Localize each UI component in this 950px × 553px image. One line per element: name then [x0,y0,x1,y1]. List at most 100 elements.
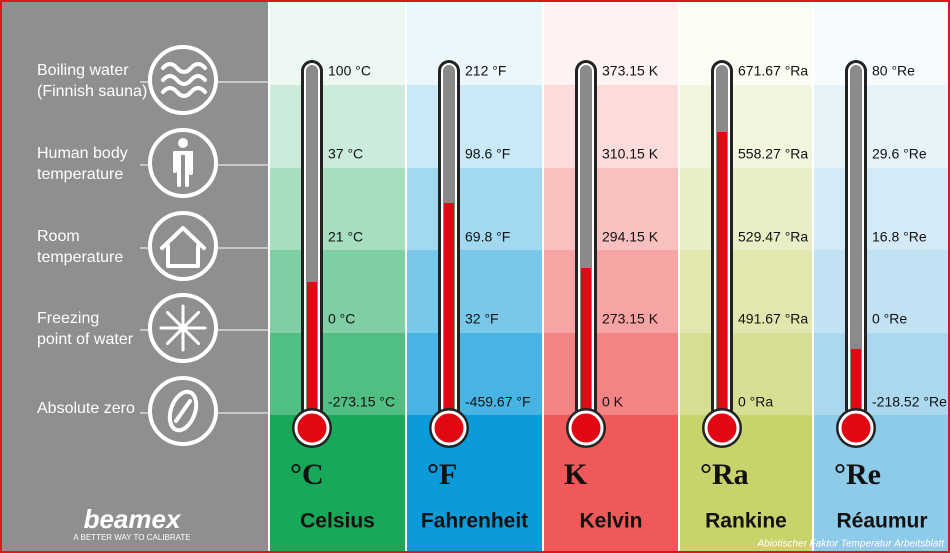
reference-label: Boiling water [37,62,129,79]
band [814,168,950,250]
reading: 37 °C [328,146,363,162]
band [270,168,405,250]
band [270,250,405,333]
reading: 32 °F [465,311,499,327]
scale-symbol: °C [290,458,324,491]
band [407,168,542,250]
reading: 69.8 °F [465,229,510,245]
scale-symbol: K [564,458,588,491]
band [680,85,812,168]
icon [167,389,199,433]
mercury [717,132,727,420]
icon [173,138,193,187]
icon [161,62,207,98]
reference-label: Absolute zero [37,400,135,417]
reference-label: Human body [37,145,128,162]
bulb [294,410,330,446]
band [814,85,950,168]
scale-name: Réaumur [836,510,927,533]
reading: 80 °Re [872,63,915,79]
reading: 558.27 °Ra [738,146,808,162]
left-panel [0,0,268,553]
reading: 21 °C [328,229,363,245]
scale-symbol: °F [427,458,457,491]
band [544,85,678,168]
reading: 491.67 °Ra [738,311,808,327]
zero [167,389,199,433]
scale-name: Kelvin [579,510,642,533]
reading: -218.52 °Re [872,394,947,410]
band [544,333,678,415]
reading: 0 °Ra [738,394,773,410]
icon-circle [148,211,218,281]
reading: 373.15 K [602,63,659,79]
reading: 310.15 K [602,146,659,162]
house [160,226,206,268]
reading: 0 °C [328,311,355,327]
mercury [851,349,861,420]
reading: -273.15 °C [328,394,395,410]
reading: 212 °F [465,63,506,79]
bulb [704,410,740,446]
wave [161,74,207,86]
band [270,85,405,168]
logo: beamex [84,504,182,534]
bulb [568,410,604,446]
band [544,168,678,250]
mercury [444,203,454,420]
reading: 529.47 °Ra [738,229,808,245]
band [814,0,950,85]
mercury [307,282,317,420]
band [270,0,405,85]
reading: 671.67 °Ra [738,63,808,79]
band [270,415,405,553]
reference-label: temperature [37,166,123,183]
band [680,168,812,250]
reading: -459.67 °F [465,394,531,410]
band [544,0,678,85]
icon-circle [148,128,218,198]
watermark: Abiotischer Faktor Temperatur Arbeitsbla… [756,539,945,550]
flake [165,310,201,346]
reference-label: (Finnish sauna) [37,83,147,100]
band [544,415,678,553]
band [407,250,542,333]
band [814,415,950,553]
band [407,85,542,168]
scale-name: Fahrenheit [421,510,528,533]
slash [174,399,192,423]
band [407,333,542,415]
wave [161,86,207,98]
band [270,333,405,415]
reading: 0 °Re [872,311,907,327]
reference-label: point of water [37,331,134,348]
reading: 16.8 °Re [872,229,927,245]
band [680,0,812,85]
band [680,250,812,333]
reference-label: Room [37,228,80,245]
scale-symbol: °Re [834,458,881,491]
bulb [838,410,874,446]
reading: 294.15 K [602,229,659,245]
band [814,250,950,333]
reading: 273.15 K [602,311,659,327]
band [814,333,950,415]
reading: 29.6 °Re [872,146,927,162]
reading: 98.6 °F [465,146,510,162]
reading: 0 K [602,394,624,410]
tagline: A BETTER WAY TO CALIBRATE [73,533,190,542]
scale-name: Celsius [300,510,375,533]
band [407,0,542,85]
bulb [431,410,467,446]
band [680,333,812,415]
mercury [581,268,591,420]
icon [159,304,207,352]
band [680,415,812,553]
reference-label: temperature [37,249,123,266]
band [407,415,542,553]
scale-symbol: °Ra [700,458,749,491]
band [544,250,678,333]
wave [161,62,207,74]
